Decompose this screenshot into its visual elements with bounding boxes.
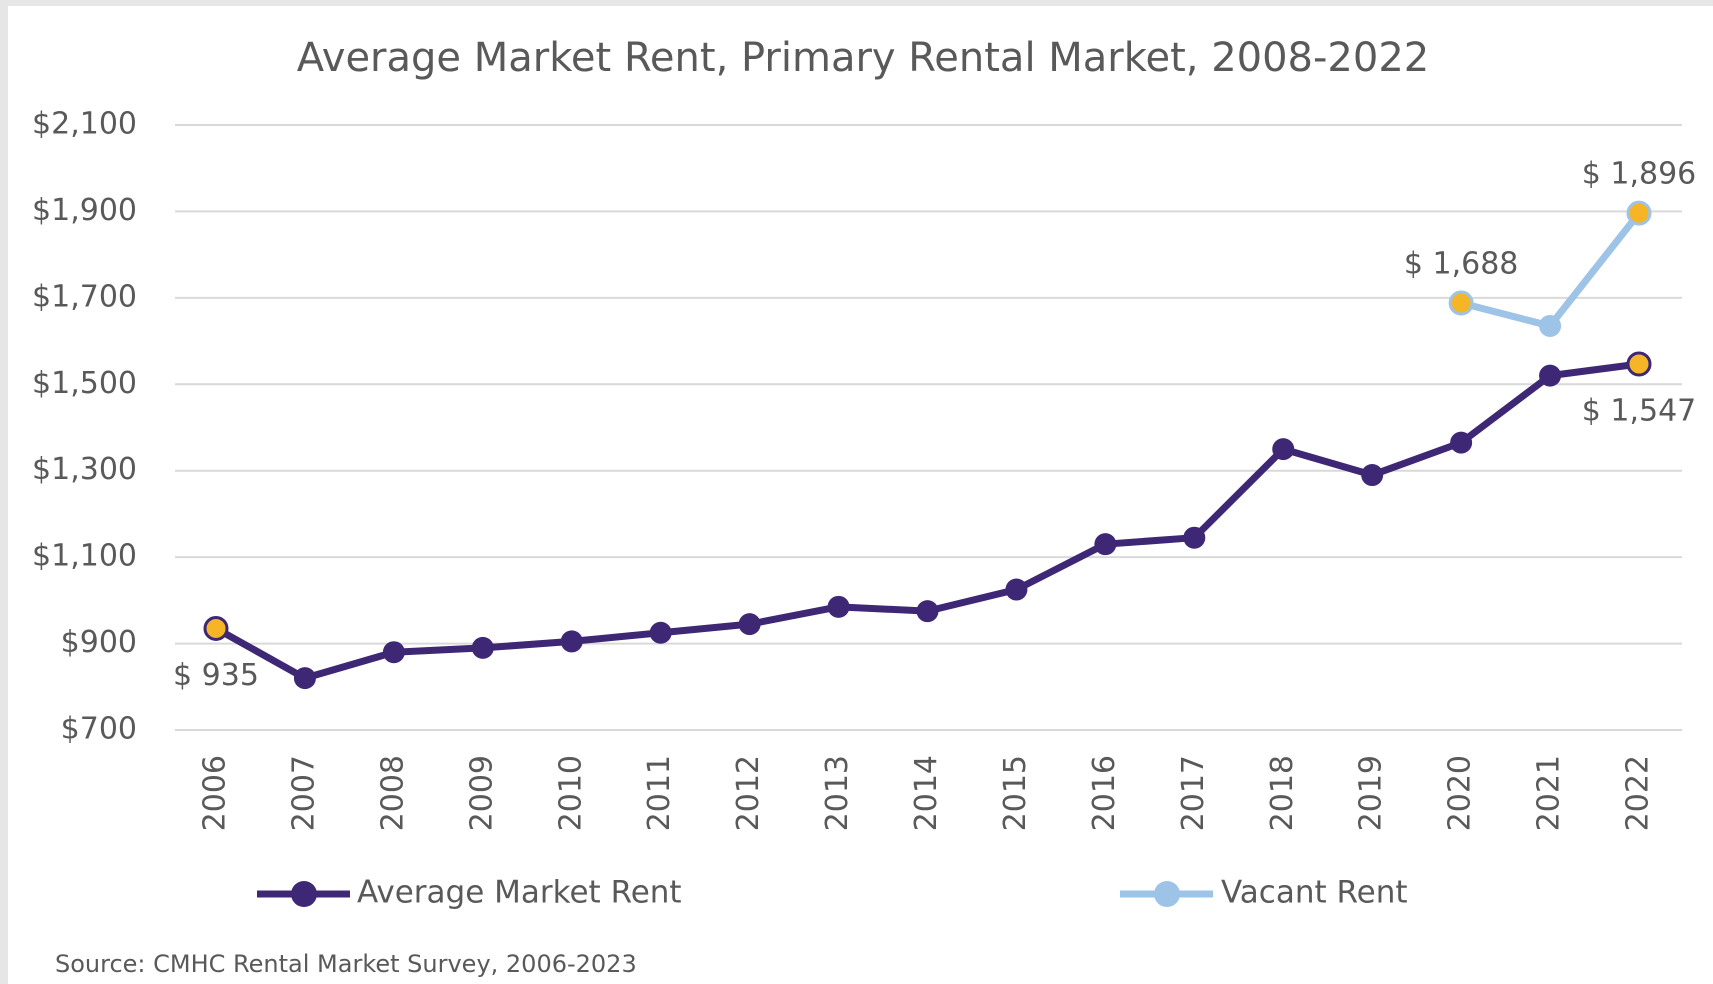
x-tick-label: 2006 bbox=[198, 755, 233, 831]
x-tick-label: 2018 bbox=[1265, 755, 1300, 831]
x-tick-label: 2007 bbox=[286, 755, 321, 831]
data-point bbox=[1450, 431, 1473, 454]
data-point bbox=[203, 615, 229, 641]
x-tick-label: 2013 bbox=[820, 755, 855, 831]
legend-marker bbox=[291, 881, 317, 907]
chart-title: Average Market Rent, Primary Rental Mark… bbox=[297, 35, 1429, 81]
data-point bbox=[471, 636, 494, 659]
data-point bbox=[1183, 526, 1206, 549]
y-tick-label: $900 bbox=[61, 625, 137, 660]
x-tick-label: 2015 bbox=[998, 755, 1033, 831]
data-point bbox=[382, 641, 405, 664]
y-tick-label: $1,900 bbox=[32, 193, 137, 228]
data-label: $ 1,547 bbox=[1582, 393, 1697, 428]
y-tick-label: $2,100 bbox=[32, 107, 137, 142]
data-point bbox=[649, 621, 672, 644]
legend-marker bbox=[1154, 881, 1180, 907]
data-label: $ 1,688 bbox=[1404, 247, 1519, 282]
data-point bbox=[827, 595, 850, 618]
data-point bbox=[1626, 351, 1652, 377]
y-tick-label: $700 bbox=[61, 712, 137, 747]
data-point bbox=[1272, 438, 1295, 461]
source-note: Source: CMHC Rental Market Survey, 2006-… bbox=[55, 950, 637, 978]
y-tick-label: $1,300 bbox=[32, 452, 137, 487]
data-point bbox=[1448, 290, 1474, 316]
data-label: $ 1,896 bbox=[1582, 157, 1697, 192]
x-tick-label: 2021 bbox=[1532, 755, 1567, 831]
legend-label: Average Market Rent bbox=[357, 875, 682, 911]
x-tick-label: 2022 bbox=[1621, 755, 1656, 831]
data-point bbox=[1005, 578, 1028, 601]
y-tick-label: $1,500 bbox=[32, 366, 137, 401]
data-point bbox=[738, 613, 761, 636]
x-tick-label: 2008 bbox=[375, 755, 410, 831]
data-point bbox=[560, 630, 583, 653]
data-point bbox=[293, 667, 316, 690]
data-point bbox=[1094, 533, 1117, 556]
x-tick-label: 2011 bbox=[642, 755, 677, 831]
y-tick-label: $1,700 bbox=[32, 279, 137, 314]
data-point bbox=[1539, 364, 1562, 387]
data-label: $ 935 bbox=[173, 658, 259, 693]
legend-label: Vacant Rent bbox=[1221, 875, 1408, 911]
x-tick-label: 2020 bbox=[1443, 755, 1478, 831]
x-tick-label: 2010 bbox=[553, 755, 588, 831]
x-tick-label: 2009 bbox=[464, 755, 499, 831]
data-point bbox=[1626, 200, 1652, 226]
x-tick-label: 2016 bbox=[1087, 755, 1122, 831]
y-tick-label: $1,100 bbox=[32, 539, 137, 574]
x-tick-label: 2017 bbox=[1176, 755, 1211, 831]
data-point bbox=[1361, 464, 1384, 487]
x-tick-label: 2014 bbox=[909, 755, 944, 831]
x-tick-label: 2019 bbox=[1354, 755, 1389, 831]
chart-background bbox=[8, 6, 1713, 984]
x-tick-label: 2012 bbox=[731, 755, 766, 831]
data-point bbox=[1539, 314, 1562, 337]
data-point bbox=[916, 600, 939, 623]
